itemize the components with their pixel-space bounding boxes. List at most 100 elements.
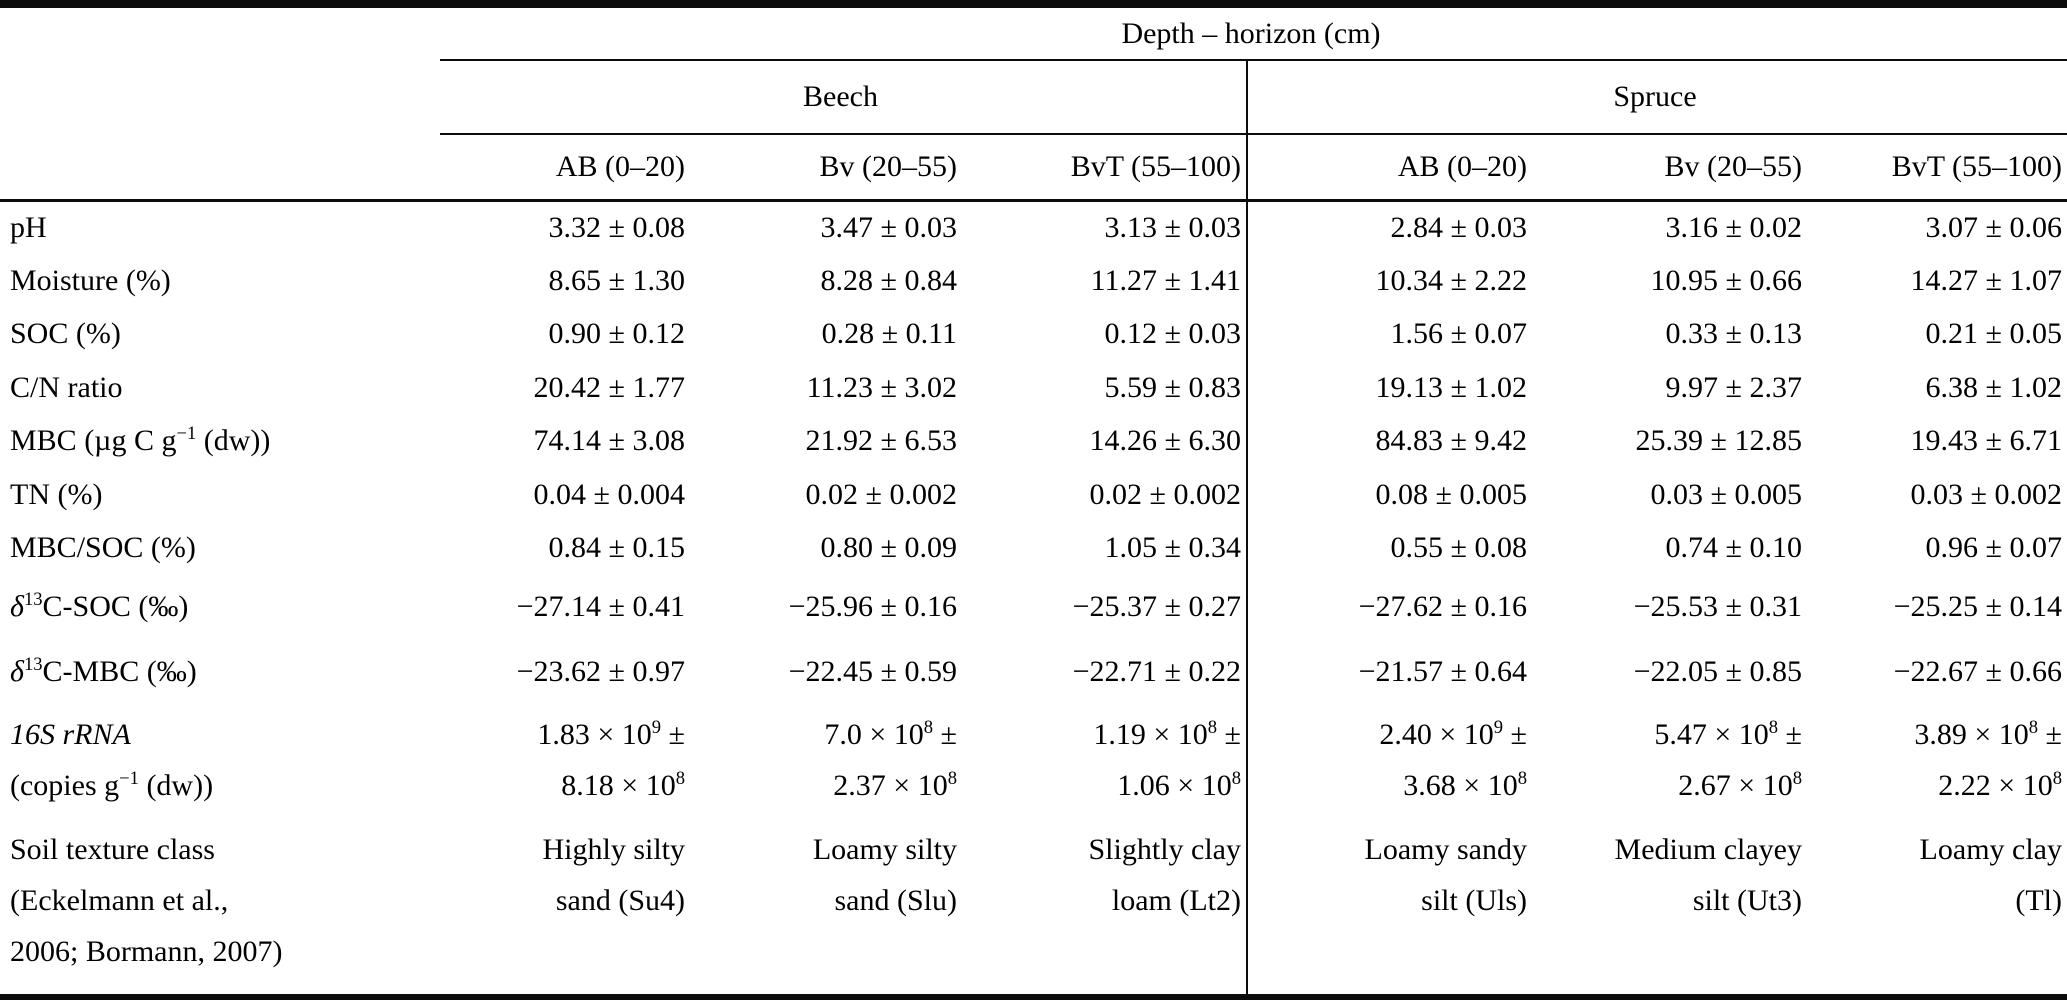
table-cell: 1.05 ± 0.34 xyxy=(1104,531,1241,565)
column-header-row: AB (0–20) Bv (20–55) BvT (55–100) AB (0–… xyxy=(0,134,2067,202)
table-header: Depth – horizon (cm) Beech Spruce AB (0–… xyxy=(0,4,2067,202)
table-cell: 19.13 ± 1.02 xyxy=(1246,360,1532,414)
group-header-beech: Beech xyxy=(440,60,1247,135)
table-cell: 3.16 ± 0.02 xyxy=(1665,210,1802,244)
empty-cell xyxy=(0,60,440,134)
table-cell: 20.42 ± 1.77 xyxy=(533,370,685,404)
table-cell: 21.92 ± 6.53 xyxy=(805,424,957,458)
table-cell: 10.95 ± 0.66 xyxy=(1650,263,1802,297)
table-cell: −22.67 ± 0.66 xyxy=(1893,654,2062,688)
table-cell: 14.26 ± 6.30 xyxy=(1089,424,1241,458)
table-cell: Highly silty sand (Su4) xyxy=(542,833,685,918)
row-label: Moisture (%) xyxy=(10,263,171,297)
table-cell: 0.03 ± 0.002 xyxy=(1910,477,2062,511)
table-cell: 0.96 ± 0.07 xyxy=(1925,531,2062,565)
table-cell: 3.32 ± 0.08 xyxy=(548,210,685,244)
empty-cell xyxy=(0,134,440,202)
column-header-beech-bvt: BvT (55–100) xyxy=(962,134,1247,202)
table-cell: 3.47 ± 0.03 xyxy=(820,210,957,244)
table-cell: 0.28 ± 0.11 xyxy=(821,317,957,351)
column-header-beech-ab: AB (0–20) xyxy=(440,134,690,202)
table-cell: 1.19 × 108 ±1.06 × 108 xyxy=(1093,716,1241,802)
row-label: δ13C-SOC (‰) xyxy=(10,589,189,624)
table-row: MBC (µg C g−1 (dw)) 74.14 ± 3.08 21.92 ± 6… xyxy=(0,413,2067,468)
table-cell: 11.23 ± 3.02 xyxy=(806,370,957,404)
table-row: MBC/SOC (%) 0.84 ± 0.15 0.80 ± 0.09 1.05 ± … xyxy=(0,520,2067,575)
table-cell: −22.45 ± 0.59 xyxy=(788,654,957,688)
table-row: pH 3.32 ± 0.08 3.47 ± 0.03 3.13 ± 0.03 2.84 … xyxy=(0,200,2067,254)
table-cell: −25.53 ± 0.31 xyxy=(1633,590,1802,624)
table-cell: 3.89 × 108 ±2.22 × 108 xyxy=(1914,716,2062,802)
table-cell: 0.03 ± 0.005 xyxy=(1650,477,1802,511)
table-cell: 0.12 ± 0.03 xyxy=(1104,317,1241,351)
table-cell: −25.37 ± 0.27 xyxy=(1072,590,1241,624)
table-cell: 8.65 ± 1.30 xyxy=(548,263,685,297)
table-row: Soil texture class (Eckelmann et al., 2006… xyxy=(0,816,2067,997)
table-cell: Loamy clay (Tl) xyxy=(1919,833,2062,918)
table-cell: Medium clayey silt (Ut3) xyxy=(1614,833,1802,918)
table-cell: −21.57 ± 0.64 xyxy=(1246,638,1532,704)
table-cell: −22.05 ± 0.85 xyxy=(1633,654,1802,688)
table-cell: 3.07 ± 0.06 xyxy=(1925,210,2062,244)
table-cell: 2.84 ± 0.03 xyxy=(1246,200,1532,254)
row-label: TN (%) xyxy=(10,477,103,511)
table-cell: 0.33 ± 0.13 xyxy=(1665,317,1802,351)
table-row: Moisture (%) 8.65 ± 1.30 8.28 ± 0.84 11.27 … xyxy=(0,253,2067,307)
table-cell: 11.27 ± 1.41 xyxy=(1090,263,1241,297)
table-row: δ13C-MBC (‰) −23.62 ± 0.97 −22.45 ± 0.59 −2… xyxy=(0,638,2067,704)
table-cell: Loamy silty sand (Slu) xyxy=(812,833,957,918)
table-cell: Loamy sandy silt (Uls) xyxy=(1246,816,1532,997)
group-header-spruce: Spruce xyxy=(1246,60,2067,135)
table-cell: −27.14 ± 0.41 xyxy=(516,590,685,624)
group-header-row: Beech Spruce xyxy=(0,60,2067,135)
depth-header-row: Depth – horizon (cm) xyxy=(0,4,2067,61)
table-cell: 5.59 ± 0.83 xyxy=(1104,370,1241,404)
table-cell: 0.55 ± 0.08 xyxy=(1246,520,1532,575)
table-cell: 3.13 ± 0.03 xyxy=(1104,210,1241,244)
table-row: TN (%) 0.04 ± 0.004 0.02 ± 0.002 0.02 ± 0.0… xyxy=(0,467,2067,521)
column-header-beech-bv: Bv (20–55) xyxy=(690,134,962,202)
table-cell: 84.83 ± 9.42 xyxy=(1246,413,1532,468)
row-label: pH xyxy=(10,210,47,244)
table-cell: −25.96 ± 0.16 xyxy=(788,590,957,624)
table-cell: −25.25 ± 0.14 xyxy=(1893,590,2062,624)
table-cell: 0.74 ± 0.10 xyxy=(1665,531,1802,565)
table-cell: 0.04 ± 0.004 xyxy=(533,477,685,511)
row-label: MBC (µg C g−1 (dw)) xyxy=(10,423,271,458)
table-cell: 14.27 ± 1.07 xyxy=(1910,263,2062,297)
row-label: MBC/SOC (%) xyxy=(10,531,196,565)
table-cell: −27.62 ± 0.16 xyxy=(1246,574,1532,639)
table-cell: 0.02 ± 0.002 xyxy=(805,477,957,511)
table-cell: 6.38 ± 1.02 xyxy=(1925,370,2062,404)
table-cell: 10.34 ± 2.22 xyxy=(1246,253,1532,307)
table-cell: 0.08 ± 0.005 xyxy=(1246,467,1532,521)
table-cell: 8.28 ± 0.84 xyxy=(820,263,957,297)
table-row: δ13C-SOC (‰) −27.14 ± 0.41 −25.96 ± 0.16 −2… xyxy=(0,574,2067,639)
table-cell: 74.14 ± 3.08 xyxy=(533,424,685,458)
row-label: C/N ratio xyxy=(10,370,123,404)
table-cell: −22.71 ± 0.22 xyxy=(1072,654,1241,688)
table-cell: 0.80 ± 0.09 xyxy=(820,531,957,565)
row-label: Soil texture class (Eckelmann et al., 2006… xyxy=(10,833,283,969)
table-cell: 0.21 ± 0.05 xyxy=(1925,317,2062,351)
row-label: 16S rRNA (copies g−1 (dw)) xyxy=(10,717,214,802)
column-header-spruce-bvt: BvT (55–100) xyxy=(1807,134,2067,202)
row-label: SOC (%) xyxy=(10,317,121,351)
table-cell: 9.97 ± 2.37 xyxy=(1665,370,1802,404)
table-cell: 0.02 ± 0.002 xyxy=(1089,477,1241,511)
table-cell: 0.84 ± 0.15 xyxy=(548,531,685,565)
table-row: C/N ratio 20.42 ± 1.77 11.23 ± 3.02 5.59 ± … xyxy=(0,360,2067,414)
table-cell: Slightly clay loam (Lt2) xyxy=(1088,833,1242,918)
table-cell: 2.40 × 109 ±3.68 × 108 xyxy=(1246,703,1532,817)
depth-horizon-header: Depth – horizon (cm) xyxy=(440,4,2067,61)
table-cell: 0.90 ± 0.12 xyxy=(548,317,685,351)
table-cell: −23.62 ± 0.97 xyxy=(516,654,685,688)
empty-corner-cell xyxy=(0,4,440,60)
table-cell: 25.39 ± 12.85 xyxy=(1635,424,1802,458)
table-row: 16S rRNA (copies g−1 (dw)) 1.83 × 109 ±8.1… xyxy=(0,703,2067,817)
table-row: SOC (%) 0.90 ± 0.12 0.28 ± 0.11 0.12 ± 0.03… xyxy=(0,306,2067,361)
table-cell: 1.56 ± 0.07 xyxy=(1246,306,1532,361)
table-cell: 1.83 × 109 ±8.18 × 108 xyxy=(537,716,685,802)
